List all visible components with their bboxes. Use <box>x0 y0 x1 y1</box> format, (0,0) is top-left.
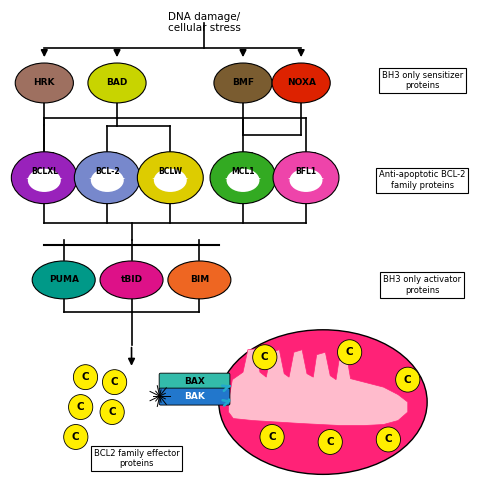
Polygon shape <box>225 170 261 179</box>
Text: NOXA: NOXA <box>287 78 315 88</box>
Circle shape <box>396 367 420 392</box>
Ellipse shape <box>91 168 124 192</box>
Ellipse shape <box>226 168 260 192</box>
Text: BCL-2: BCL-2 <box>95 166 120 175</box>
Text: C: C <box>404 374 412 384</box>
Circle shape <box>337 340 362 364</box>
Text: C: C <box>268 432 276 442</box>
Ellipse shape <box>290 168 323 192</box>
Text: tBID: tBID <box>121 276 142 284</box>
Text: BFL1: BFL1 <box>295 166 316 175</box>
Ellipse shape <box>11 152 77 204</box>
Circle shape <box>103 370 127 394</box>
Text: BAD: BAD <box>106 78 128 88</box>
Text: PUMA: PUMA <box>49 276 79 284</box>
Polygon shape <box>26 170 62 179</box>
Ellipse shape <box>32 261 95 299</box>
Text: MCL1: MCL1 <box>231 166 255 175</box>
Ellipse shape <box>88 63 146 103</box>
Text: BCLXL: BCLXL <box>31 166 58 175</box>
Text: BIM: BIM <box>190 276 209 284</box>
Circle shape <box>64 424 88 450</box>
Text: C: C <box>346 347 353 357</box>
Text: BAX: BAX <box>184 377 205 386</box>
Circle shape <box>318 430 342 454</box>
Polygon shape <box>228 348 408 426</box>
Ellipse shape <box>214 63 272 103</box>
Text: BCL2 family effector
proteins: BCL2 family effector proteins <box>93 448 179 468</box>
Ellipse shape <box>154 168 187 192</box>
Ellipse shape <box>28 168 61 192</box>
Text: C: C <box>72 432 80 442</box>
Text: C: C <box>111 377 119 387</box>
Ellipse shape <box>100 261 163 299</box>
Text: DNA damage/
cellular stress: DNA damage/ cellular stress <box>168 12 241 34</box>
Text: C: C <box>384 434 392 444</box>
Text: C: C <box>261 352 269 362</box>
Polygon shape <box>89 170 125 179</box>
Text: BAK: BAK <box>184 392 205 401</box>
FancyBboxPatch shape <box>159 373 230 390</box>
Ellipse shape <box>168 261 231 299</box>
Text: HRK: HRK <box>34 78 55 88</box>
Text: C: C <box>82 372 89 382</box>
Ellipse shape <box>273 152 339 204</box>
Text: BCLW: BCLW <box>158 166 182 175</box>
Text: Anti-apoptotic BCL-2
family proteins: Anti-apoptotic BCL-2 family proteins <box>379 170 466 190</box>
Ellipse shape <box>272 63 330 103</box>
Text: BMF: BMF <box>232 78 254 88</box>
Text: BH3 only activator
proteins: BH3 only activator proteins <box>383 275 461 294</box>
Ellipse shape <box>15 63 73 103</box>
Circle shape <box>100 400 124 424</box>
Circle shape <box>253 344 277 370</box>
Ellipse shape <box>210 152 276 204</box>
Polygon shape <box>288 170 324 179</box>
Circle shape <box>69 394 93 419</box>
Circle shape <box>73 364 98 390</box>
FancyBboxPatch shape <box>159 388 230 405</box>
Text: BH3 only sensitizer
proteins: BH3 only sensitizer proteins <box>382 71 463 90</box>
Circle shape <box>260 424 284 450</box>
Ellipse shape <box>74 152 140 204</box>
Text: C: C <box>108 407 116 417</box>
Ellipse shape <box>138 152 203 204</box>
Circle shape <box>376 427 400 452</box>
Text: C: C <box>327 437 334 447</box>
Polygon shape <box>152 170 189 179</box>
Ellipse shape <box>219 330 427 474</box>
Text: C: C <box>77 402 85 412</box>
